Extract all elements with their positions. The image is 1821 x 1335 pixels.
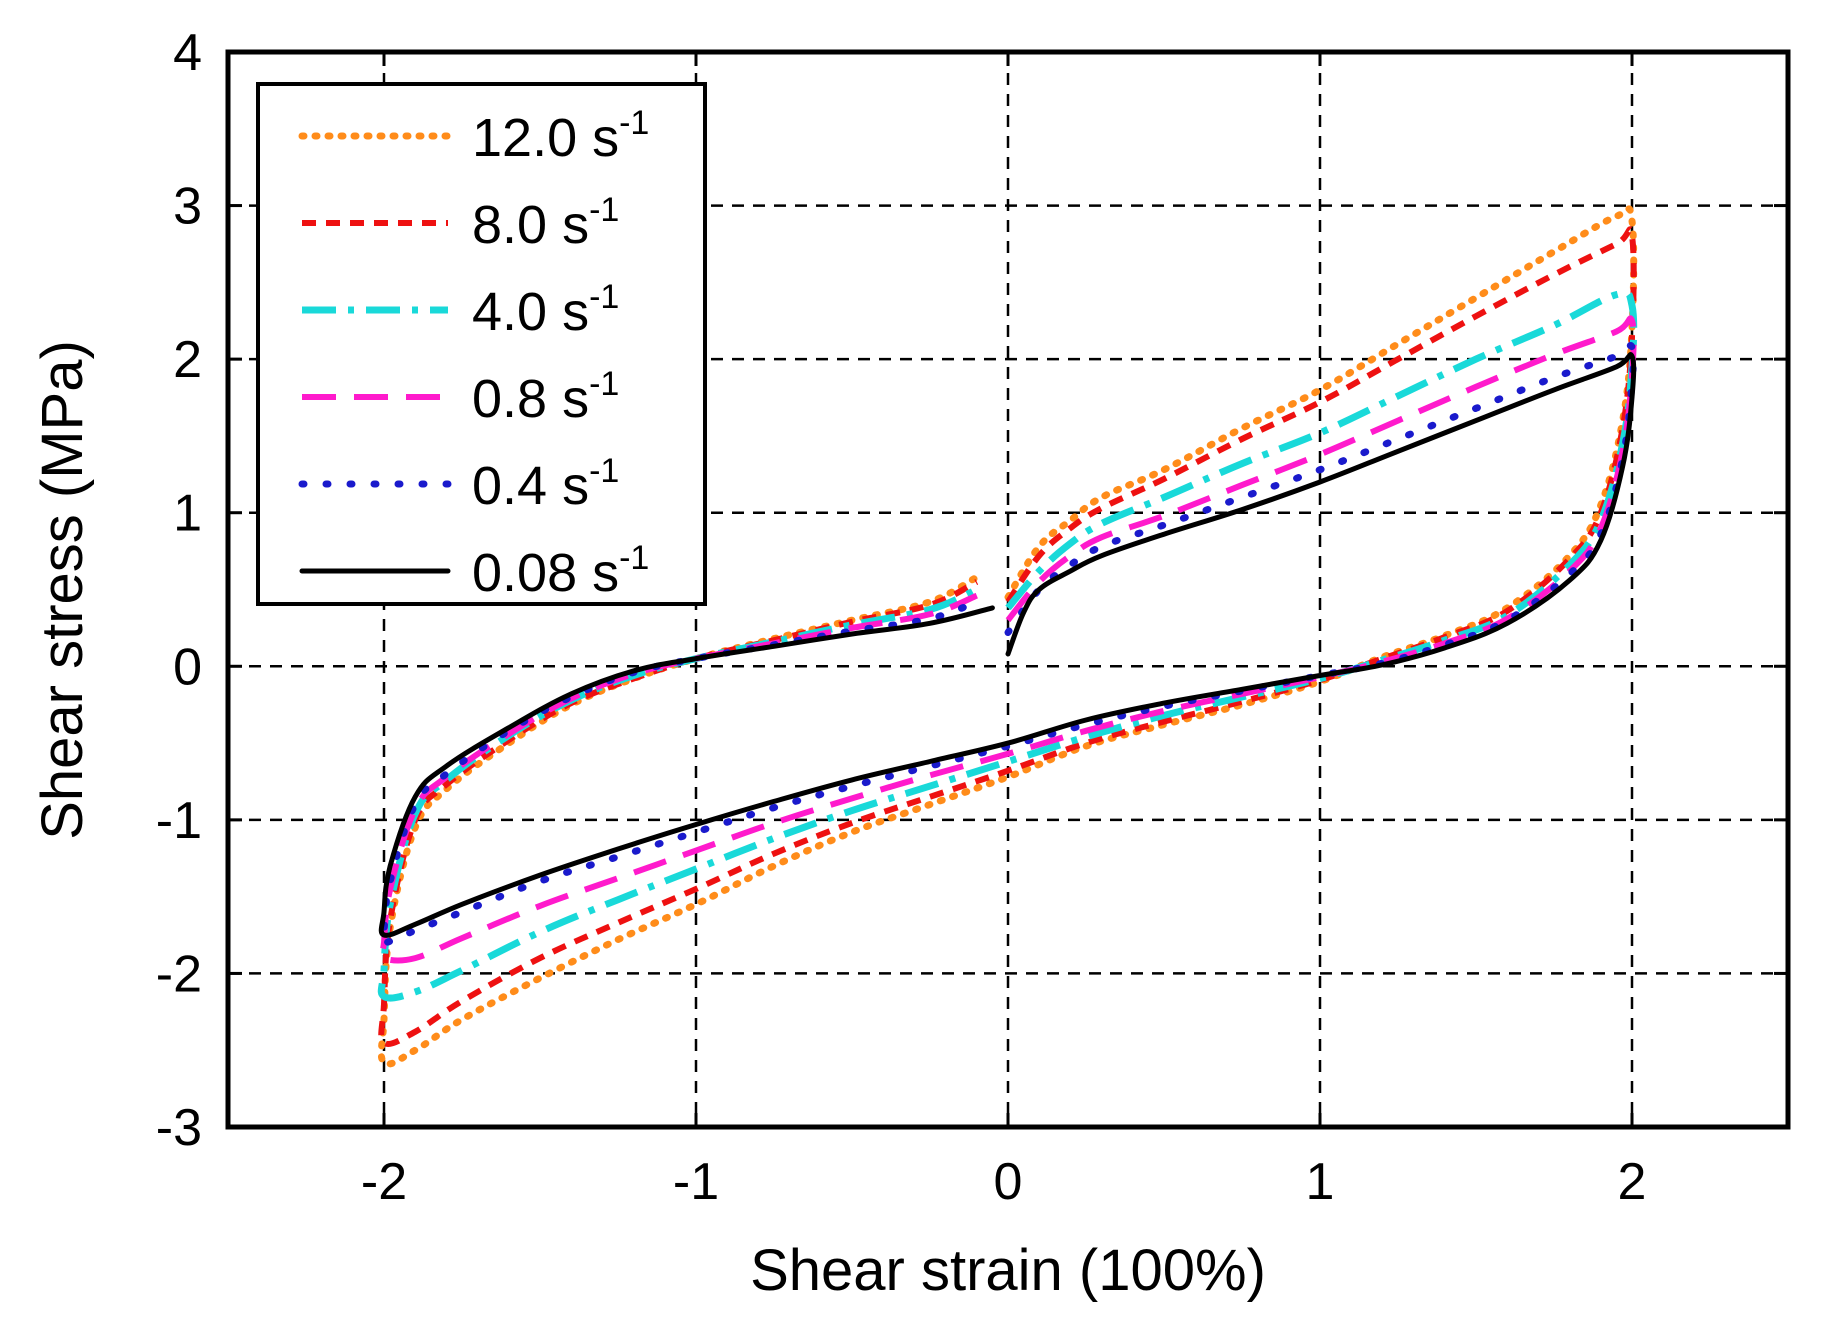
legend-label: 0.8 s-1 xyxy=(472,365,619,429)
series-line-8-0 xyxy=(378,226,1637,1047)
y-axis-title: Shear stress (MPa) xyxy=(30,340,95,840)
legend-label: 0.4 s-1 xyxy=(472,452,619,516)
x-tick-label: -2 xyxy=(361,1153,407,1211)
x-axis-title: Shear strain (100%) xyxy=(750,1238,1266,1303)
x-tick-label: -1 xyxy=(673,1153,719,1211)
series-line-4-0 xyxy=(377,289,1638,1002)
y-tick-label: 4 xyxy=(173,24,202,82)
legend-label: 0.08 s-1 xyxy=(472,539,649,603)
x-tick-label: 0 xyxy=(994,1153,1023,1211)
legend-label: 8.0 s-1 xyxy=(472,191,619,255)
y-tick-label: 0 xyxy=(173,638,202,696)
series-line-0-4 xyxy=(377,342,1638,947)
y-tick-label: -1 xyxy=(156,792,202,850)
ticks: -2 -1 0 1 2 -3 -2 -1 0 1 2 3 4 xyxy=(156,24,1788,1211)
legend: 12.0 s-1 8.0 s-1 4.0 s-1 0.8 s-1 0.4 s-1 0.08… xyxy=(256,82,707,606)
legend-label: 12.0 s-1 xyxy=(472,104,649,168)
series-group xyxy=(377,205,1638,1068)
y-tick-label: 2 xyxy=(173,331,202,389)
series-line-0-8 xyxy=(378,315,1637,964)
y-tick-label: -2 xyxy=(156,945,202,1003)
y-tick-label: 1 xyxy=(173,485,202,543)
legend-label: 4.0 s-1 xyxy=(472,278,619,342)
y-tick-label: -3 xyxy=(156,1099,202,1157)
series-line-12-0 xyxy=(377,205,1638,1068)
x-tick-label: 1 xyxy=(1306,1153,1335,1211)
y-tick-label: 3 xyxy=(173,178,202,236)
legend-box xyxy=(256,82,707,606)
x-tick-label: 2 xyxy=(1618,1153,1647,1211)
series-line-0-08 xyxy=(378,352,1637,938)
